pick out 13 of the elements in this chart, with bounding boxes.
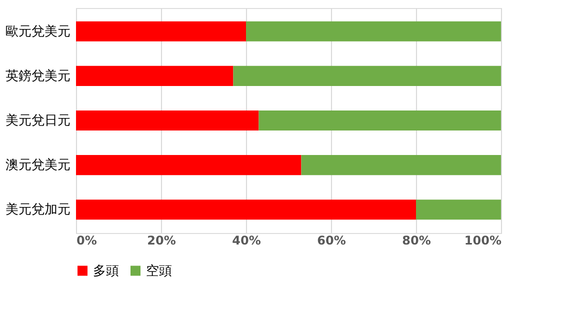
legend-label: 空頭: [146, 264, 172, 279]
x-tick-label: 80%: [402, 234, 431, 248]
y-tick-label: 歐元兌美元: [6, 23, 70, 40]
y-tick-label: 美元兌日元: [6, 112, 70, 128]
x-tick-label: 100%: [464, 234, 502, 248]
x-tick-label: 20%: [147, 234, 176, 248]
x-tick-label: 0%: [76, 234, 97, 248]
y-tick-label: 英鎊兌美元: [6, 68, 70, 84]
x-tick-label: 60%: [317, 234, 346, 248]
x-tick-label: 40%: [232, 234, 261, 248]
y-tick-label: 澳元兌美元: [6, 157, 70, 174]
y-tick-label: 美元兌加元: [6, 202, 70, 218]
legend-label: 多頭: [93, 264, 119, 279]
